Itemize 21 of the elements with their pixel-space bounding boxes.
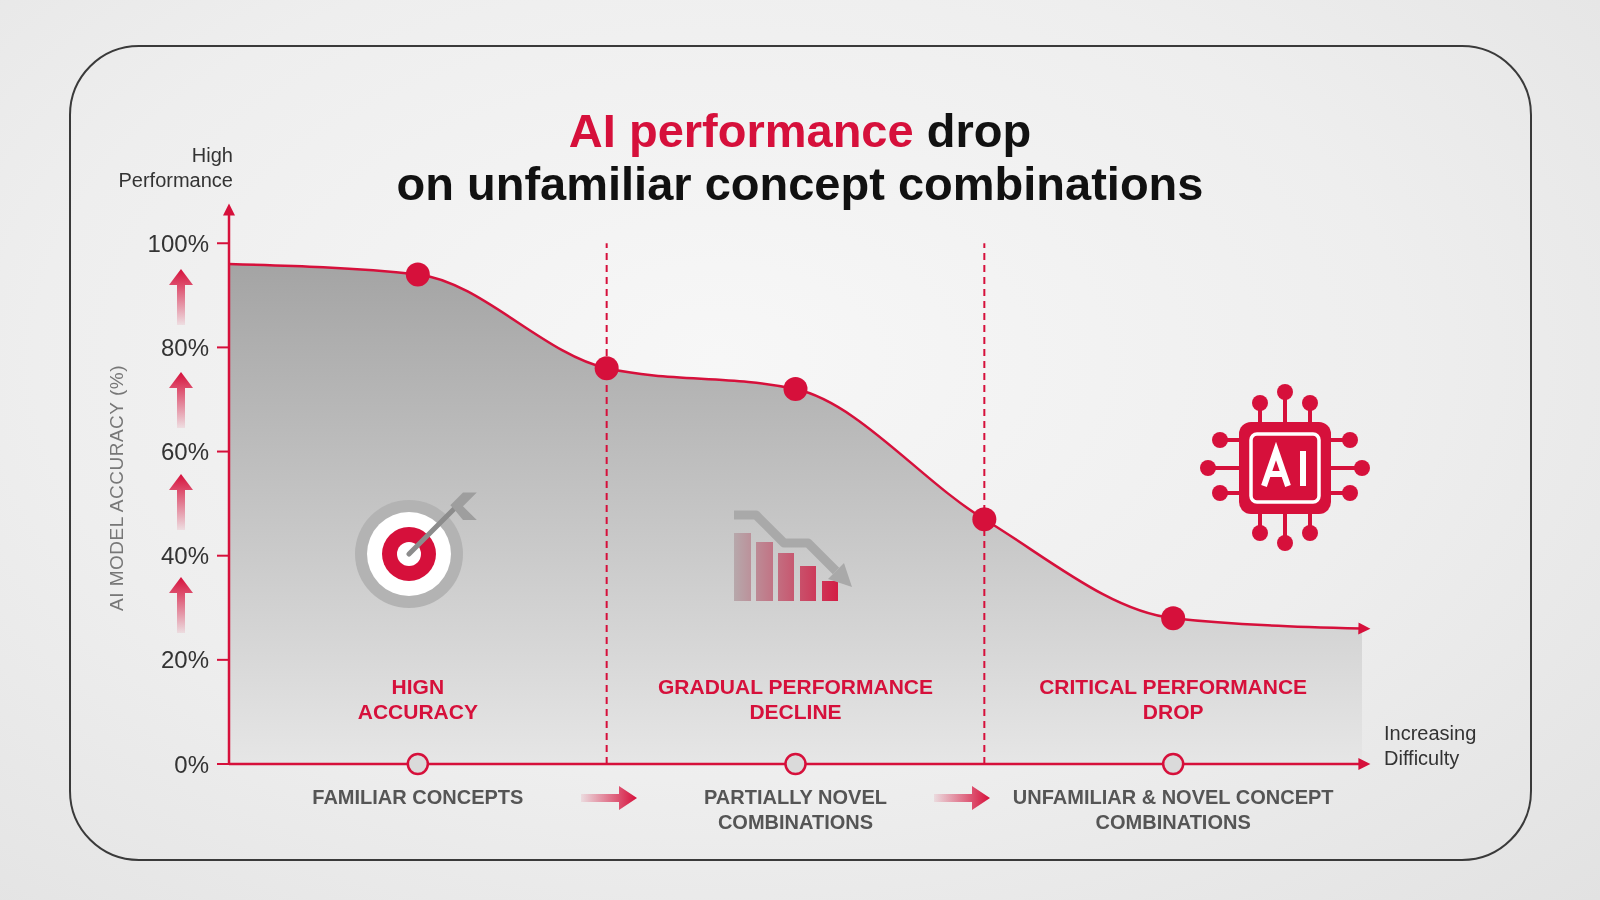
point xyxy=(594,356,619,381)
y-tick-label: 60% xyxy=(160,438,209,466)
y-tick-label: 40% xyxy=(160,542,209,570)
x-tick-label: PARTIALLY NOVEL COMBINATIONS xyxy=(704,786,887,833)
y-tick-label: 80% xyxy=(160,333,209,361)
annotation: HIGN ACCURACY xyxy=(357,675,478,723)
x-tick-label: UNFAMILIAR & NOVEL CONCEPT COMBINATIONS xyxy=(1012,786,1334,833)
annotation: GRADUAL PERFORMANCE DECLINE xyxy=(658,675,933,723)
point xyxy=(1161,606,1186,631)
x-tick-label: FAMILIAR CONCEPTS xyxy=(312,786,524,808)
point xyxy=(783,377,808,402)
point xyxy=(405,262,430,287)
y-tick-label: 20% xyxy=(160,646,209,674)
text: High Performance xyxy=(118,144,233,191)
chart-title: AI performance drop on unfamiliar concept combinations xyxy=(396,104,1204,210)
y-axis-title: AI MODEL ACCURACY (%) xyxy=(106,365,127,611)
annotation: CRITICAL PERFORMANCE DROP xyxy=(1039,675,1308,723)
x-axis-title: Increasing Difficulty xyxy=(1384,722,1477,769)
point xyxy=(972,507,997,532)
y-tick-label: 0% xyxy=(174,750,209,778)
y-tick-label: 100% xyxy=(147,229,209,257)
